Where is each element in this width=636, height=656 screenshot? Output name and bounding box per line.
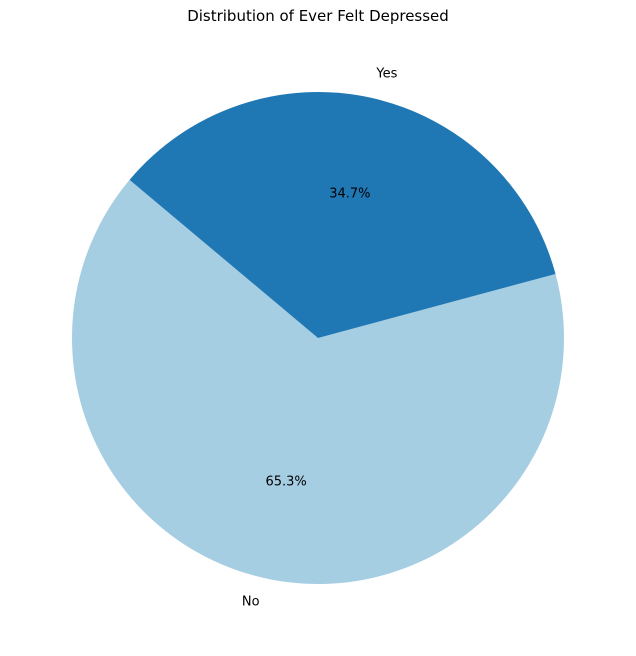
slice-label-yes: Yes (375, 66, 397, 81)
slices-layer (72, 92, 564, 584)
pie-slice-yes (129, 92, 556, 338)
pie-slice-no (72, 179, 564, 584)
chart-title: Distribution of Ever Felt Depressed (187, 7, 449, 25)
slice-label-no: No (242, 595, 260, 610)
pct-label-yes: 34.7% (329, 186, 370, 201)
pct-label-no: 65.3% (265, 475, 306, 490)
labels-layer: No 65.3% Yes 34.7% (242, 66, 398, 609)
